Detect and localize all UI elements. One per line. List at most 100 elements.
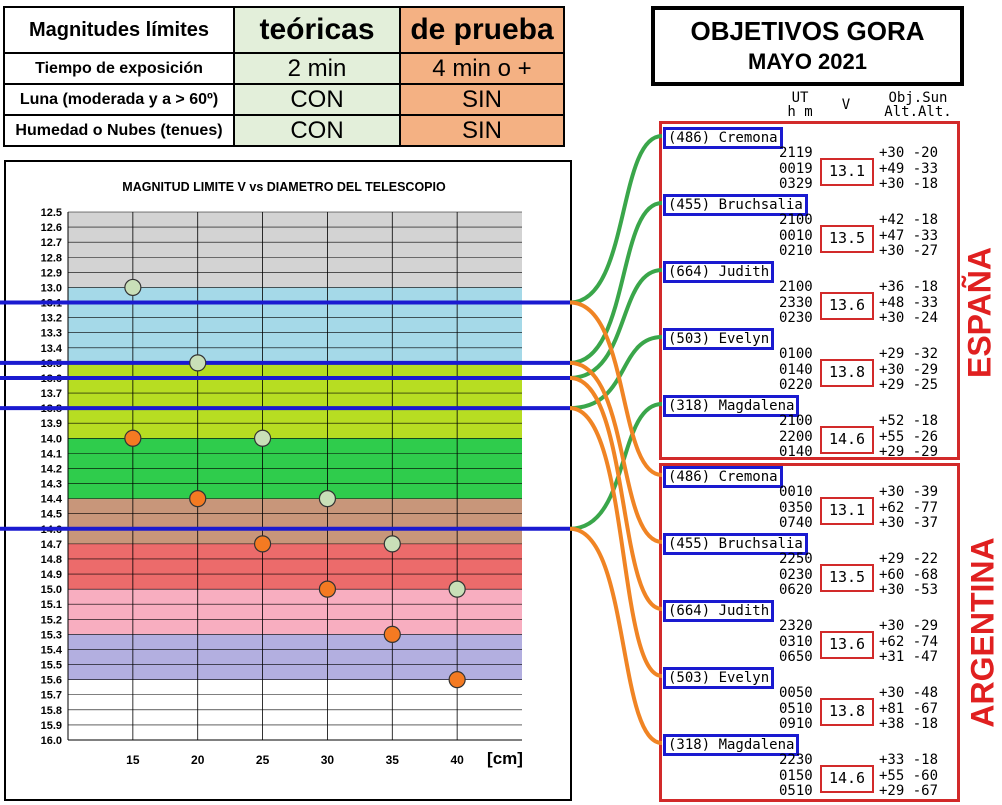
object-row-altitudes: +62 -74 — [879, 633, 939, 650]
object-row-altitudes: +29 -25 — [879, 377, 939, 393]
x-tick-label: 30 — [321, 753, 335, 767]
object-row-time: 0140 — [779, 444, 813, 460]
object-row-time: 0220 — [779, 377, 813, 393]
condition-prueba: SIN — [399, 83, 565, 116]
object-magnitude: 13.1 — [820, 158, 874, 186]
object-row-altitudes: +81 -67 — [879, 700, 939, 717]
y-tick-label: 15.9 — [41, 720, 62, 732]
object-row-altitudes: +60 -68 — [879, 566, 939, 583]
y-tick-label: 14.5 — [41, 509, 62, 521]
object-row-altitudes: +33 -18 — [879, 752, 939, 768]
object-row-altitudes: +42 -18 — [879, 212, 939, 228]
objectives-title: OBJETIVOS GORA — [690, 16, 925, 46]
y-tick-label: 13.7 — [41, 388, 62, 400]
object-row-altitudes: +55 -26 — [879, 428, 939, 445]
object-magnitude: 13.8 — [820, 698, 874, 726]
chart-band — [68, 287, 522, 363]
data-point — [383, 535, 401, 553]
data-point — [124, 429, 142, 447]
object-row-altitudes: +30 -53 — [879, 582, 939, 598]
conditions-header-row: Magnitudes límites teóricas de prueba — [3, 6, 565, 54]
object-row-time: 0050 — [779, 685, 813, 701]
object-row-altitudes: +38 -18 — [879, 716, 939, 732]
object-row-time: 2250 — [779, 551, 813, 567]
object-row-time: 0210 — [779, 243, 813, 259]
data-point — [318, 490, 337, 508]
object-row-altitudes: +29 -29 — [879, 444, 939, 460]
object-row-altitudes: +30 -20 — [879, 145, 939, 161]
y-tick-label: 15.4 — [41, 644, 63, 656]
y-tick-label: 12.8 — [41, 252, 62, 264]
y-tick-label: 14.4 — [41, 494, 63, 506]
object-row-altitudes: +30 -24 — [879, 310, 939, 326]
chart-band — [68, 362, 522, 439]
object-row-time: 0620 — [779, 582, 813, 598]
y-tick-label: 14.3 — [41, 479, 62, 491]
object-magnitude: 13.1 — [820, 497, 874, 525]
condition-label: Humedad o Nubes (tenues) — [3, 114, 235, 147]
x-tick-label: 35 — [386, 753, 400, 767]
object-magnitude: 13.6 — [820, 631, 874, 659]
y-tick-label: 15.3 — [41, 629, 62, 641]
data-point — [253, 429, 272, 447]
object-name: (486) Cremona — [663, 127, 783, 149]
data-point — [124, 278, 142, 297]
object-row-altitudes: +30 -39 — [879, 484, 939, 500]
y-tick-label: 13.9 — [41, 418, 62, 430]
y-tick-label: 12.9 — [41, 267, 62, 279]
object-row-altitudes: +30 -29 — [879, 361, 939, 378]
y-tick-label: 14.0 — [41, 433, 62, 445]
object-row-time: 0310 — [779, 633, 813, 650]
object-name: (664) Judith — [663, 600, 775, 622]
object-row-altitudes: +55 -60 — [879, 767, 939, 784]
y-tick-label: 12.5 — [41, 207, 62, 219]
object-magnitude: 13.5 — [820, 564, 874, 592]
object-magnitude: 14.6 — [820, 765, 874, 793]
chart-band — [68, 498, 522, 544]
object-row-time: 2230 — [779, 752, 813, 768]
object-name: (318) Magdalena — [663, 734, 800, 756]
object-row-time: 0010 — [779, 227, 813, 244]
condition-teoricas: 2 min — [233, 52, 401, 85]
data-point — [189, 490, 207, 508]
object-magnitude: 13.6 — [820, 292, 874, 320]
connector-curve — [569, 268, 663, 380]
y-tick-label: 12.7 — [41, 237, 62, 249]
object-row-time: 2320 — [779, 618, 813, 634]
connector-curve — [569, 402, 663, 531]
y-tick-label: 13.3 — [41, 328, 62, 340]
object-row-time: 0650 — [779, 649, 813, 665]
data-point — [383, 625, 401, 644]
data-point — [253, 535, 272, 553]
y-tick-label: 13.2 — [41, 313, 62, 325]
object-magnitude: 13.5 — [820, 225, 874, 253]
header-cell-teoricas: teóricas — [233, 6, 401, 54]
object-row-altitudes: +30 -27 — [879, 243, 939, 259]
connector-curve — [569, 134, 663, 305]
chart-band — [68, 589, 522, 635]
header-cell-label: Magnitudes límites — [3, 6, 235, 54]
object-name: (664) Judith — [663, 261, 775, 283]
connector-curve — [569, 526, 663, 745]
column-header-v: V — [841, 97, 851, 113]
object-magnitude: 13.8 — [820, 359, 874, 387]
chart-band — [68, 543, 522, 590]
object-name: (503) Evelyn — [663, 328, 775, 350]
object-row-altitudes: +31 -47 — [879, 649, 939, 665]
object-row-time: 2330 — [779, 294, 813, 311]
condition-prueba: SIN — [399, 114, 565, 147]
condition-label: Tiempo de exposición — [3, 52, 235, 85]
chart-title: MAGNITUD LIMITE V vs DIAMETRO DEL TELESC… — [122, 180, 446, 194]
object-row-time: 2100 — [779, 212, 813, 228]
object-row-time: 0510 — [779, 700, 813, 717]
x-tick-label: 25 — [256, 753, 270, 767]
y-tick-label: 15.7 — [41, 690, 62, 702]
object-row-time: 0740 — [779, 515, 813, 531]
y-tick-label: 14.7 — [41, 539, 62, 551]
object-name: (318) Magdalena — [663, 395, 800, 417]
object-row-time: 0350 — [779, 499, 813, 516]
connector-curve — [569, 375, 663, 611]
connector-curve — [569, 300, 663, 477]
condition-label: Luna (moderada y a > 60º) — [3, 83, 235, 116]
